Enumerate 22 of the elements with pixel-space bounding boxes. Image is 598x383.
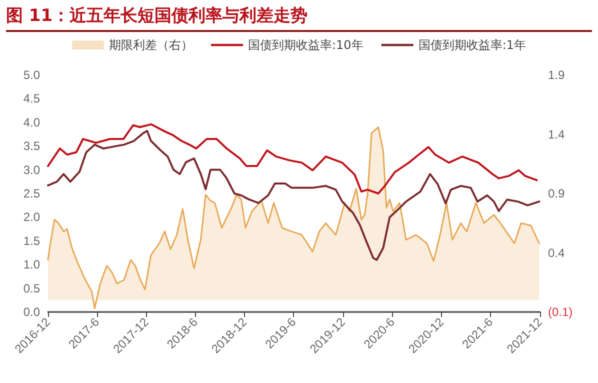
- y2-tick-label: 0.9: [548, 186, 566, 200]
- y2-tick-label: 1.4: [548, 127, 566, 142]
- y-tick-label: 1.5: [23, 234, 40, 248]
- y-tick-label: 3.0: [23, 162, 40, 177]
- y-tick-label: 5.0: [23, 68, 40, 82]
- legend-label: 国债到期收益率:10年: [248, 38, 364, 52]
- y-tick-label: 2.0: [23, 210, 40, 224]
- legend-label: 国债到期收益率:1年: [418, 38, 526, 52]
- y-tick-label: 4.0: [23, 115, 40, 130]
- legend-label: 期限利差（右）: [109, 38, 194, 52]
- y-tick-label: 3.5: [23, 139, 40, 154]
- y-tick-label: 1.0: [23, 258, 40, 272]
- y2-tick-label: 1.9: [548, 68, 566, 82]
- y-tick-label: 0.5: [23, 281, 40, 296]
- line-series: [47, 123, 538, 194]
- y2-tick-label: (0.1): [548, 305, 573, 319]
- line-series: [47, 130, 540, 261]
- y-tick-label: 4.5: [23, 92, 40, 106]
- y2-tick-label: 0.4: [548, 246, 566, 260]
- y-tick-label: 2.5: [23, 186, 40, 200]
- y-tick-label: 0.0: [23, 305, 40, 319]
- chart-title: 图 11：近五年长短国债利率与利差走势: [6, 3, 592, 32]
